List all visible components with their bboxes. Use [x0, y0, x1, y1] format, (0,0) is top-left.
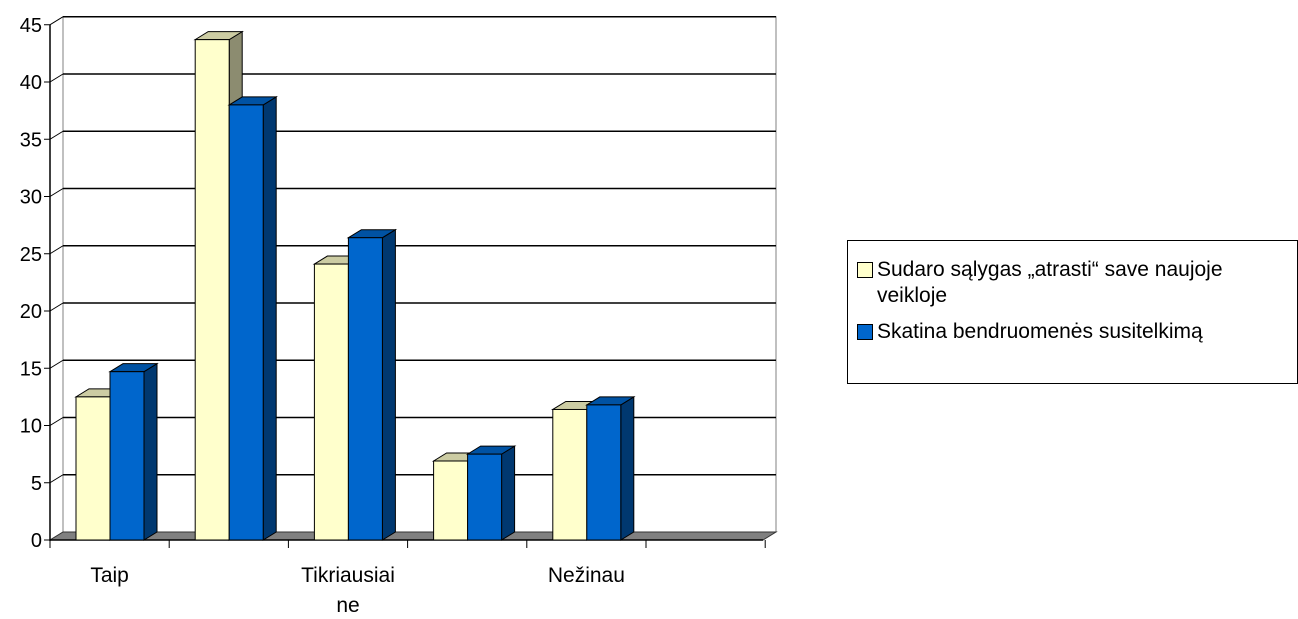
- legend-swatch-series-2: [857, 324, 873, 340]
- bar-2-3: [348, 230, 395, 540]
- x-tick-label: Tikriausiai: [301, 564, 395, 587]
- legend-swatch-series-1: [857, 262, 873, 278]
- bar-2-5: [587, 397, 634, 540]
- y-tick-label: 35: [20, 129, 42, 151]
- legend-item-series-1: Sudaro sąlygas „atrasti“ save naujoje ve…: [857, 257, 1277, 309]
- plot-back-wall: [63, 17, 776, 532]
- bar-2-2: [229, 97, 276, 540]
- y-tick-label: 5: [31, 473, 42, 495]
- y-tick-label: 20: [20, 301, 42, 323]
- y-tick-label: 10: [20, 416, 42, 438]
- legend-label-series-1: Sudaro sąlygas „atrasti“ save naujoje ve…: [877, 257, 1277, 309]
- y-tick-label: 45: [20, 15, 42, 37]
- legend-label-series-2: Skatina bendruomenės susitelkimą: [877, 319, 1277, 345]
- x-tick-label: Taip: [90, 564, 129, 587]
- chart-legend: Sudaro sąlygas „atrasti“ save naujoje ve…: [847, 240, 1298, 384]
- y-tick-label: 25: [20, 244, 42, 266]
- x-tick-label: ne: [336, 594, 359, 614]
- y-tick-label: 0: [31, 530, 42, 552]
- plot-floor: [50, 532, 776, 540]
- y-tick-label: 15: [20, 358, 42, 380]
- y-tick-label: 40: [20, 72, 42, 94]
- plot-side-wall: [50, 17, 63, 540]
- y-tick-label: 30: [20, 187, 42, 209]
- bar-2-1: [110, 364, 157, 540]
- x-tick-label: Nežinau: [548, 564, 625, 587]
- bar-2-4: [468, 446, 515, 540]
- legend-item-series-2: Skatina bendruomenės susitelkimą: [857, 319, 1277, 345]
